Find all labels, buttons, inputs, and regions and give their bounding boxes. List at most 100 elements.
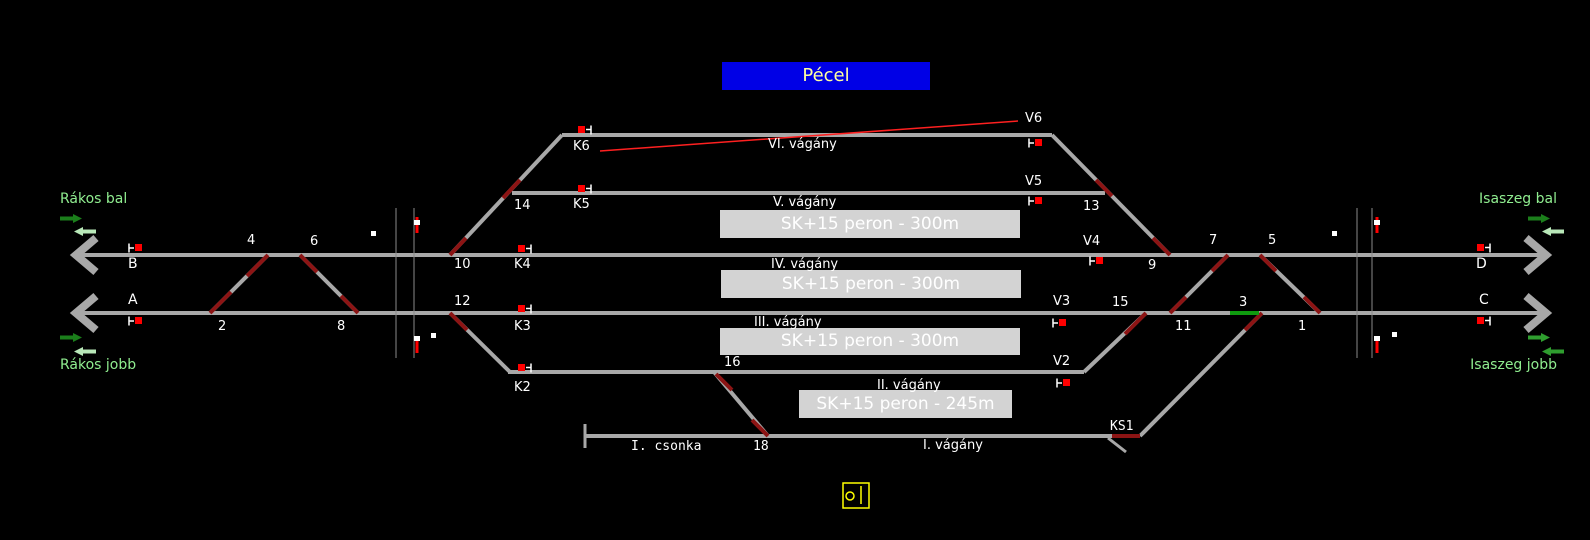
track-label-i-csonka: I. csonka xyxy=(631,439,702,454)
track-label-iii: III. vágány xyxy=(754,315,822,330)
signal-v4-icon[interactable] xyxy=(1089,256,1103,266)
signal-label-v5[interactable]: V5 xyxy=(1025,174,1043,189)
platform-iii-ii: SK+15 peron - 300m xyxy=(720,328,1020,355)
switch-label-10[interactable]: 10 xyxy=(454,257,471,272)
local-control-icon[interactable] xyxy=(842,482,870,509)
signal-label-v2[interactable]: V2 xyxy=(1053,354,1071,369)
switch-label-ks1[interactable]: KS1 xyxy=(1110,419,1134,434)
mast-signal-left-top-icon[interactable] xyxy=(414,217,420,233)
switch-13-red-segment[interactable] xyxy=(1094,178,1114,198)
switch-label-6[interactable]: 6 xyxy=(310,234,319,249)
signal-c-icon[interactable] xyxy=(1477,316,1491,326)
signal-label-v4[interactable]: V4 xyxy=(1083,234,1101,249)
approach-rakos-jobb: Rákos jobb xyxy=(60,357,137,373)
station-title: Pécel xyxy=(722,62,930,90)
switch-18-red-segment[interactable] xyxy=(750,418,770,438)
signal-v5-icon[interactable] xyxy=(1028,196,1042,206)
approach-rakos-bal: Rákos bal xyxy=(60,191,128,207)
track-label-i: I. vágány xyxy=(923,438,983,453)
rakos-jobb-left-arrow-icon xyxy=(74,347,96,356)
track-i-end-stub xyxy=(1107,436,1127,454)
switch-4-red-segment[interactable] xyxy=(245,253,270,278)
signal-k4-icon[interactable] xyxy=(518,244,532,254)
signal-v6-icon[interactable] xyxy=(1028,138,1042,148)
switch-label-15[interactable]: 15 xyxy=(1112,295,1129,310)
switch-label-2[interactable]: 2 xyxy=(218,319,227,334)
signal-k3-icon[interactable] xyxy=(518,304,532,314)
switch-12-red-segment[interactable] xyxy=(448,311,469,332)
shunt-marker-left-bottom-icon[interactable] xyxy=(431,333,436,338)
signal-d-icon[interactable] xyxy=(1477,243,1491,253)
switch-label-3[interactable]: 3 xyxy=(1239,295,1248,310)
isaszeg-bal-left-arrow-icon xyxy=(1542,227,1564,236)
track-label-vi: VI. vágány xyxy=(768,137,837,152)
switch-8-red-segment[interactable] xyxy=(339,294,360,315)
switch-5-red-segment[interactable] xyxy=(1258,253,1278,273)
switch-1-red-segment[interactable] xyxy=(1302,295,1322,315)
isaszeg-jobb-left-arrow-icon xyxy=(1542,347,1564,356)
signal-k2-icon[interactable] xyxy=(518,363,532,373)
switch-label-12[interactable]: 12 xyxy=(454,294,471,309)
shunt-marker-right-top-icon[interactable] xyxy=(1332,231,1337,236)
signal-label-k3[interactable]: K3 xyxy=(514,319,531,334)
track-iv-right-arrow-icon xyxy=(1523,234,1553,276)
track-iii-left-arrow-icon xyxy=(69,292,99,334)
diagonal-3-ks1[interactable] xyxy=(1138,311,1264,438)
switch-label-16[interactable]: 16 xyxy=(724,355,741,370)
switch-3-red-segment[interactable] xyxy=(1243,311,1264,332)
switch-label-1[interactable]: 1 xyxy=(1298,319,1307,334)
signal-b-icon[interactable] xyxy=(128,243,142,253)
signal-a-icon[interactable] xyxy=(128,316,142,326)
approach-isaszeg-jobb: Isaszeg jobb xyxy=(1470,357,1557,373)
approach-isaszeg-bal: Isaszeg bal xyxy=(1479,191,1557,207)
signal-v2-icon[interactable] xyxy=(1056,378,1070,388)
switch-14-red-segment[interactable] xyxy=(501,178,522,200)
isaszeg-bal-right-arrow-icon xyxy=(1528,214,1550,223)
mast-signal-right-bottom-icon[interactable] xyxy=(1374,336,1380,353)
signal-label-v6[interactable]: V6 xyxy=(1025,111,1043,126)
switch-11-red-segment[interactable] xyxy=(1168,295,1188,315)
signal-label-k4[interactable]: K4 xyxy=(514,257,531,272)
switch-label-9[interactable]: 9 xyxy=(1148,258,1157,273)
track-end-a: A xyxy=(128,292,138,308)
shunt-marker-left-top-icon[interactable] xyxy=(371,231,376,236)
platform-v-iv: SK+15 peron - 300m xyxy=(720,210,1020,238)
mast-signal-left-bottom-icon[interactable] xyxy=(414,336,420,353)
platform-ii-i: SK+15 peron - 245m xyxy=(799,390,1012,418)
switch-9-red-segment[interactable] xyxy=(1151,236,1172,257)
signal-k5-icon[interactable] xyxy=(578,184,592,194)
track-end-c: C xyxy=(1479,292,1489,308)
isaszeg-jobb-right-arrow-icon xyxy=(1528,333,1550,342)
rakos-bal-left-arrow-icon xyxy=(74,227,96,236)
switch-10-red-segment[interactable] xyxy=(448,236,468,257)
platform-iv-iii: SK+15 peron - 300m xyxy=(721,270,1021,298)
switch-2-red-segment[interactable] xyxy=(208,290,233,315)
shunt-marker-right-bottom-icon[interactable] xyxy=(1392,332,1397,337)
switch-label-4[interactable]: 4 xyxy=(247,233,256,248)
signal-label-k5[interactable]: K5 xyxy=(573,197,590,212)
switch-label-13[interactable]: 13 xyxy=(1083,199,1100,214)
signal-label-v3[interactable]: V3 xyxy=(1053,294,1071,309)
track-label-v: V. vágány xyxy=(773,195,837,210)
switch-label-5[interactable]: 5 xyxy=(1268,233,1277,248)
signal-label-k2[interactable]: K2 xyxy=(514,380,531,395)
track-end-b: B xyxy=(128,256,138,272)
rakos-jobb-right-arrow-icon xyxy=(60,333,82,342)
switch-label-18[interactable]: 18 xyxy=(753,439,769,454)
switch-label-11[interactable]: 11 xyxy=(1175,319,1192,334)
switch-15-red-segment[interactable] xyxy=(1123,311,1148,336)
route-line-k6-v6 xyxy=(599,120,1019,152)
signal-k6-icon[interactable] xyxy=(578,125,592,135)
mast-signal-right-top-icon[interactable] xyxy=(1374,217,1380,233)
signal-label-k6[interactable]: K6 xyxy=(573,139,590,154)
signal-v3-icon[interactable] xyxy=(1052,318,1066,328)
track-label-iv: IV. vágány xyxy=(771,257,839,272)
switch-6-red-segment[interactable] xyxy=(298,253,319,274)
track-iii-right-arrow-icon xyxy=(1523,292,1553,334)
switch-7-red-segment[interactable] xyxy=(1210,253,1230,273)
switch-16-red-segment[interactable] xyxy=(714,372,734,392)
switch-label-7[interactable]: 7 xyxy=(1209,233,1218,248)
switch-label-14[interactable]: 14 xyxy=(514,198,531,213)
switch-label-8[interactable]: 8 xyxy=(337,319,346,334)
